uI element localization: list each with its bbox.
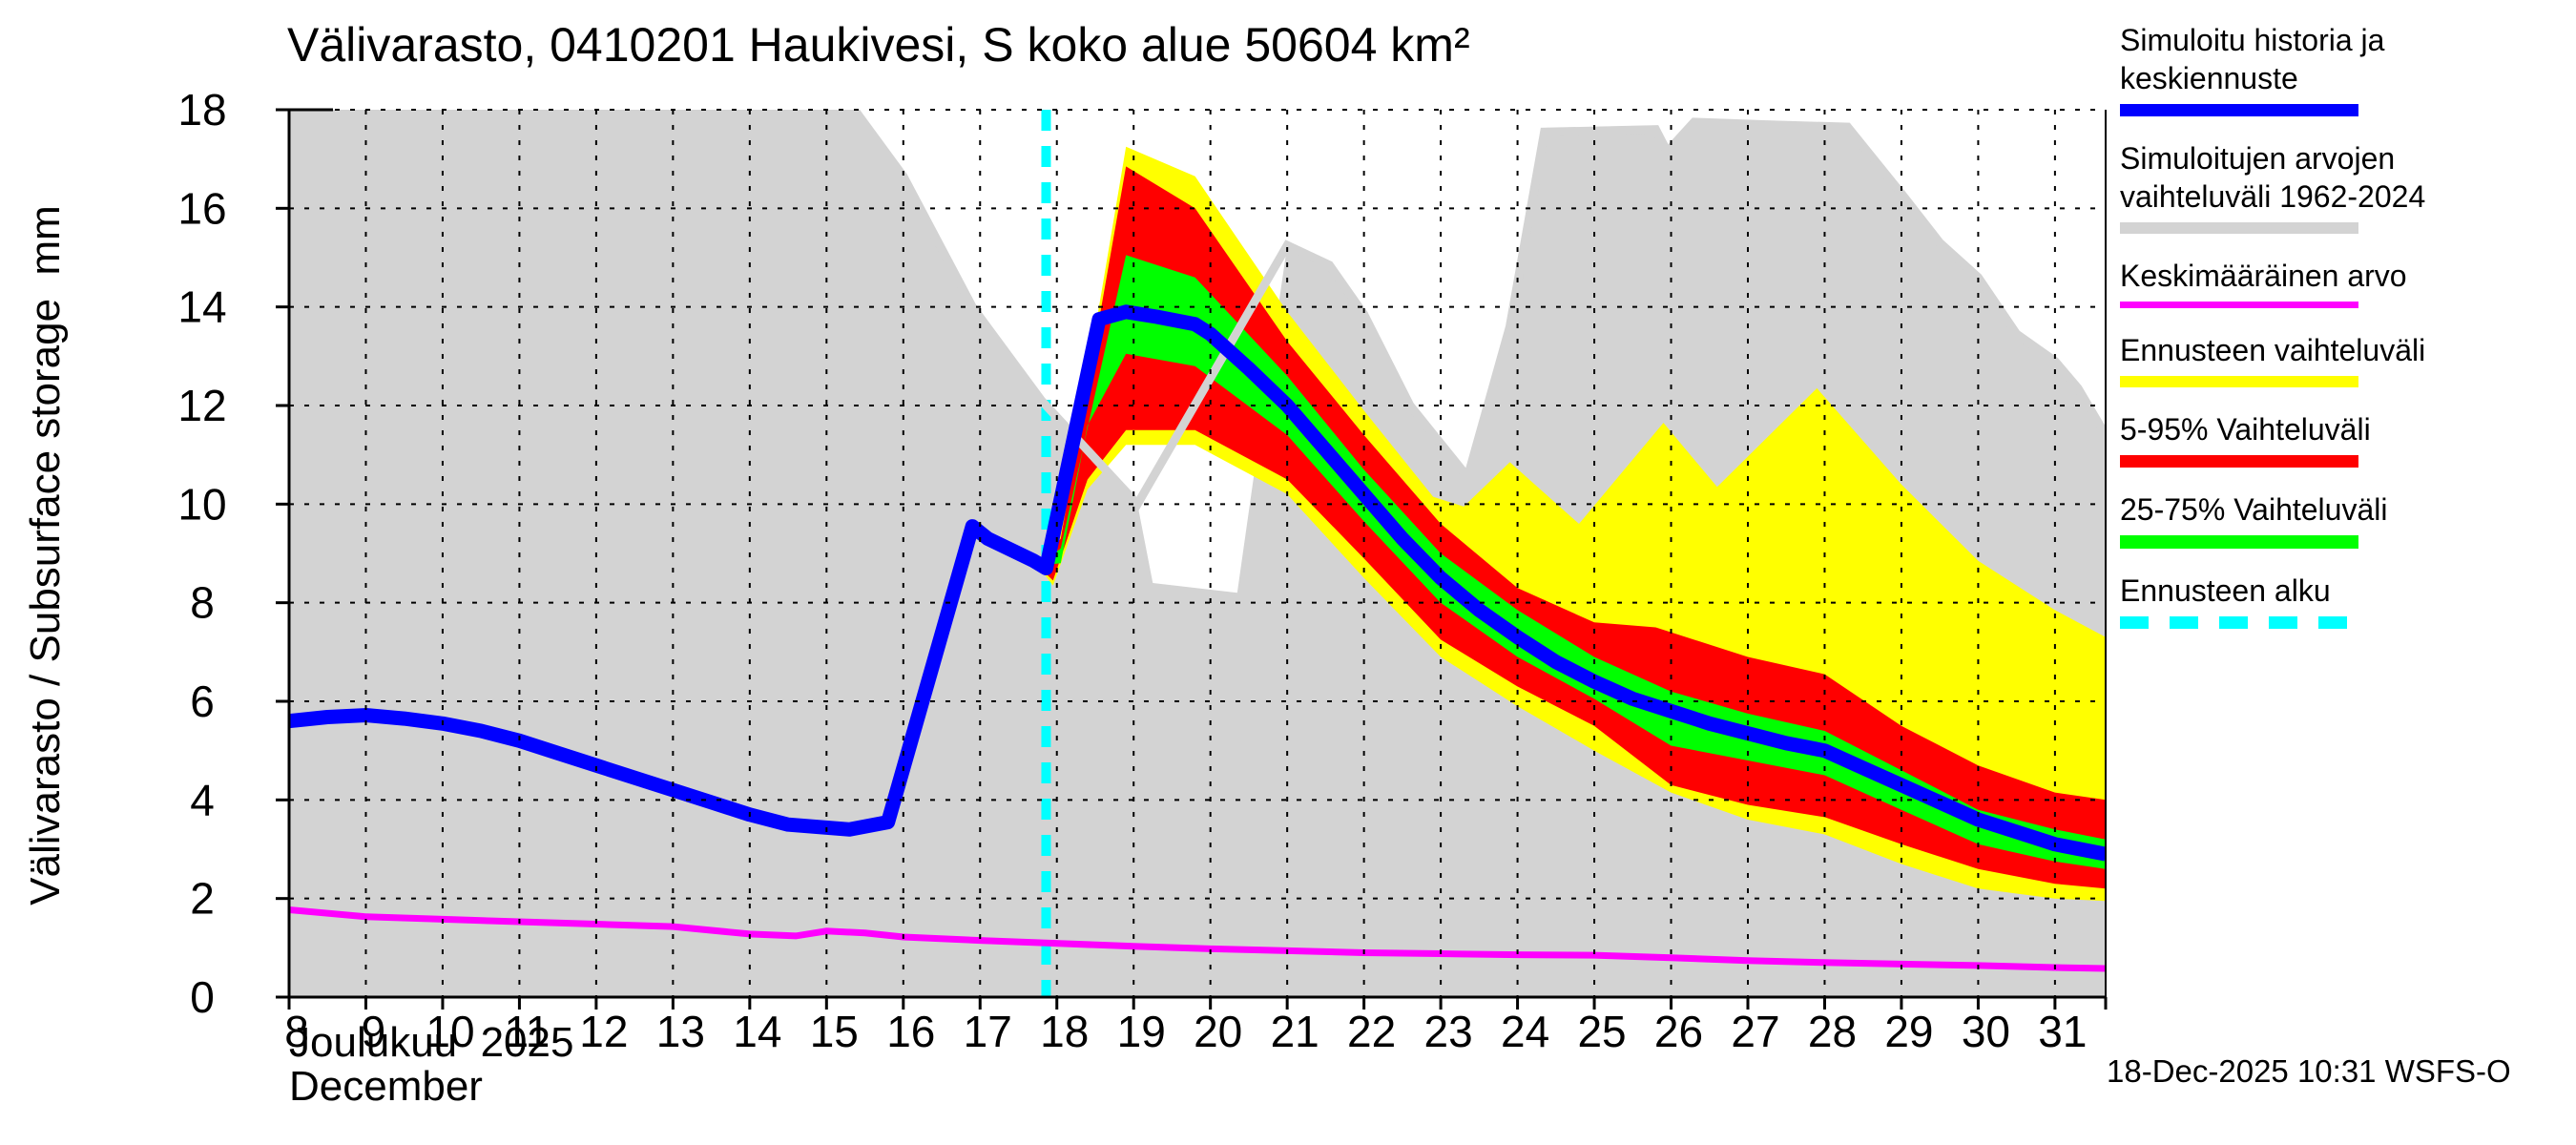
x-tick-label: 12 — [579, 1007, 628, 1056]
x-tick-label: 16 — [886, 1007, 935, 1056]
x-tick-label: 31 — [2038, 1007, 2087, 1056]
x-tick-label: 25 — [1577, 1007, 1626, 1056]
legend-label: Ennusteen alku — [2120, 573, 2331, 608]
x-tick-label: 18 — [1040, 1007, 1089, 1056]
x-tick-label: 13 — [656, 1007, 705, 1056]
plot-layers — [289, 110, 2106, 997]
legend-swatch-color-bar — [2120, 455, 2358, 468]
legend-swatch-color-bar — [2120, 535, 2358, 549]
y-tick-label: 2 — [190, 874, 215, 924]
legend-item-5: 5-95% Vaihteluväli — [2120, 410, 2454, 468]
y-tick-label: 4 — [190, 775, 215, 824]
legend-swatch-color-bar — [2120, 104, 2358, 116]
x-tick-label: 11 — [505, 1007, 551, 1056]
x-tick-label: 8 — [284, 1007, 309, 1056]
x-tick-label: 19 — [1117, 1007, 1166, 1056]
legend-label: Keskimääräinen arvo — [2120, 259, 2407, 293]
legend-swatch-color-bar — [2120, 302, 2358, 308]
chart-title: Välivarasto, 0410201 Haukivesi, S koko a… — [287, 18, 1470, 72]
y-tick-label: 18 — [177, 85, 226, 135]
legend-item-4: Ennusteen vaihteluväli — [2120, 331, 2454, 387]
legend-item-6: 25-75% Vaihteluväli — [2120, 490, 2454, 549]
generation-timestamp: 18-Dec-2025 10:31 WSFS-O — [2107, 1053, 2511, 1089]
x-axis-month-english: December — [289, 1063, 483, 1110]
legend-swatch-color-bar — [2120, 376, 2358, 387]
legend-label: Ennusteen vaihteluväli — [2120, 333, 2426, 367]
legend-label: 5-95% Vaihteluväli — [2120, 412, 2371, 447]
x-tick-label: 23 — [1424, 1007, 1473, 1056]
x-tick-label: 14 — [733, 1007, 781, 1056]
range-5-95-band — [1037, 166, 2106, 889]
range-25-75-band — [1037, 255, 2106, 869]
x-tick-label: 29 — [1884, 1007, 1933, 1056]
y-tick-label: 16 — [177, 183, 226, 233]
legend-label: Simuloitu historia ja keskiennuste — [2120, 23, 2385, 95]
y-tick-label: 14 — [177, 282, 226, 332]
x-tick-label: 10 — [426, 1007, 474, 1056]
x-tick-label: 30 — [1962, 1007, 2010, 1056]
y-tick-label: 10 — [177, 479, 226, 529]
x-tick-label: 15 — [810, 1007, 859, 1056]
simulated-range-edge-line — [289, 110, 2106, 511]
y-tick-label: 12 — [177, 381, 226, 430]
x-tick-label: 27 — [1731, 1007, 1779, 1056]
legend: Simuloitu historia ja keskiennuste Simulo… — [2120, 21, 2454, 652]
history-mean-forecast-line — [289, 304, 2106, 862]
legend-item-1: Simuloitu historia ja keskiennuste — [2120, 21, 2454, 116]
x-tick-label: 28 — [1808, 1007, 1857, 1056]
x-tick-label: 20 — [1194, 1007, 1242, 1056]
x-tick-label: 9 — [362, 1007, 386, 1056]
y-tick-label: 8 — [190, 578, 215, 628]
y-tick-label: 6 — [190, 677, 215, 726]
x-tick-label: 21 — [1271, 1007, 1319, 1056]
legend-item-7: Ennusteen alku — [2120, 572, 2454, 629]
legend-label: 25-75% Vaihteluväli — [2120, 492, 2388, 527]
x-tick-label: 22 — [1347, 1007, 1396, 1056]
legend-item-2: Simuloitujen arvojen vaihteluväli 1962-2… — [2120, 139, 2454, 234]
x-tick-label: 24 — [1501, 1007, 1549, 1056]
y-tick-label: 0 — [190, 972, 215, 1022]
legend-swatch-dashed-line — [2120, 616, 2358, 629]
legend-label: Simuloitujen arvojen vaihteluväli 1962-2… — [2120, 141, 2426, 214]
x-axis-month-finnish: Joulukuu 2025 — [289, 1019, 574, 1066]
y-axis-label: Välivarasto / Subsurface storage mm — [22, 205, 69, 906]
x-tick-label: 26 — [1654, 1007, 1703, 1056]
legend-swatch-color-bar — [2120, 222, 2358, 234]
x-tick-label: 17 — [964, 1007, 1012, 1056]
long-term-mean-line — [289, 906, 2106, 972]
legend-item-3: Keskimääräinen arvo — [2120, 257, 2454, 308]
